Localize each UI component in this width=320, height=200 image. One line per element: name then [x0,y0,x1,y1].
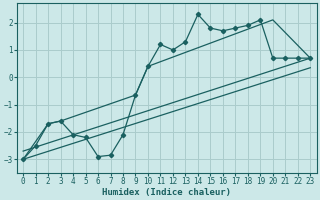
X-axis label: Humidex (Indice chaleur): Humidex (Indice chaleur) [102,188,231,197]
